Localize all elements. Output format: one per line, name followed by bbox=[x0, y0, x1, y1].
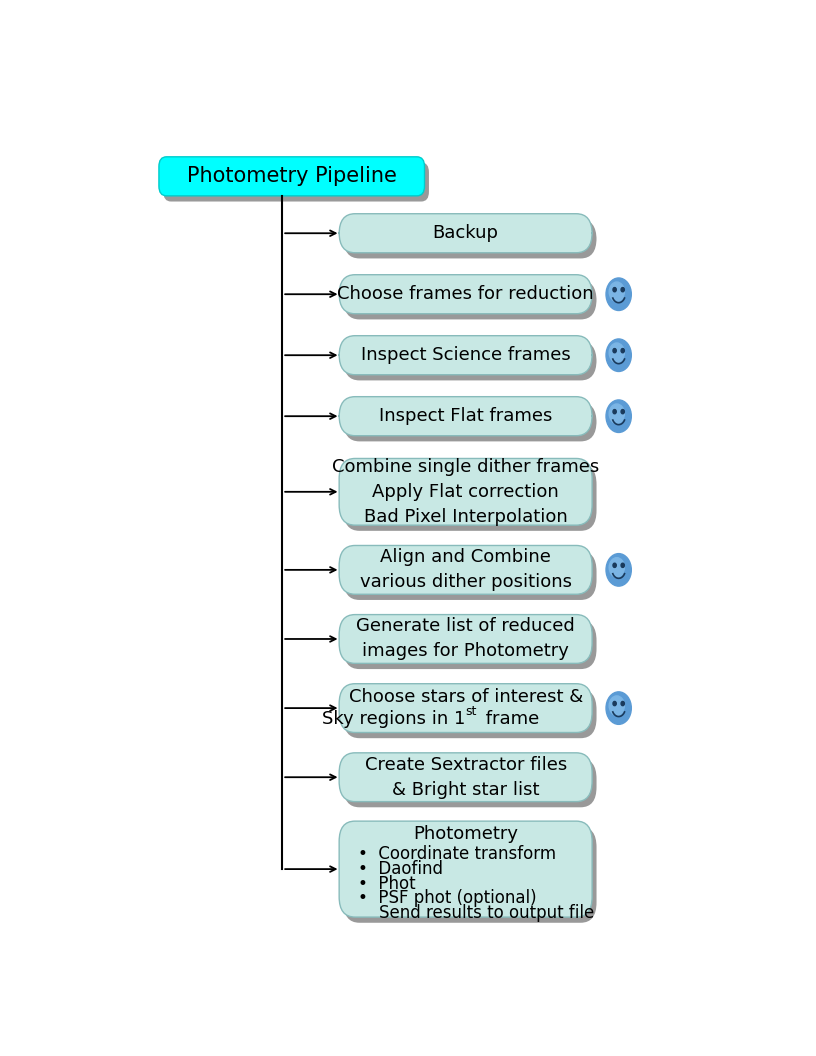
FancyBboxPatch shape bbox=[339, 213, 592, 252]
Text: st: st bbox=[466, 704, 477, 718]
FancyBboxPatch shape bbox=[339, 546, 592, 595]
Text: Choose frames for reduction: Choose frames for reduction bbox=[337, 285, 594, 303]
FancyBboxPatch shape bbox=[339, 615, 592, 663]
Text: Combine single dither frames
Apply Flat correction
Bad Pixel Interpolation: Combine single dither frames Apply Flat … bbox=[332, 458, 599, 526]
Circle shape bbox=[606, 278, 632, 310]
FancyBboxPatch shape bbox=[344, 827, 596, 923]
Circle shape bbox=[610, 696, 624, 715]
FancyBboxPatch shape bbox=[339, 275, 592, 314]
Circle shape bbox=[606, 339, 632, 372]
FancyBboxPatch shape bbox=[339, 397, 592, 436]
Text: •  Daofind: • Daofind bbox=[358, 860, 443, 879]
FancyBboxPatch shape bbox=[339, 683, 592, 733]
FancyBboxPatch shape bbox=[344, 341, 596, 380]
Text: Send results to output file: Send results to output file bbox=[358, 904, 594, 922]
Text: Align and Combine
various dither positions: Align and Combine various dither positio… bbox=[360, 548, 572, 591]
Text: •  Coordinate transform: • Coordinate transform bbox=[358, 846, 557, 864]
FancyBboxPatch shape bbox=[344, 620, 596, 670]
Text: •  PSF phot (optional): • PSF phot (optional) bbox=[358, 889, 537, 907]
FancyBboxPatch shape bbox=[339, 458, 592, 525]
FancyBboxPatch shape bbox=[344, 220, 596, 259]
Text: Photometry: Photometry bbox=[413, 825, 518, 843]
Text: Backup: Backup bbox=[432, 224, 499, 242]
Text: Create Sextractor files
& Bright star list: Create Sextractor files & Bright star li… bbox=[365, 756, 567, 798]
FancyBboxPatch shape bbox=[339, 336, 592, 375]
Circle shape bbox=[613, 563, 616, 567]
Circle shape bbox=[606, 553, 632, 586]
FancyBboxPatch shape bbox=[344, 758, 596, 807]
Circle shape bbox=[606, 692, 632, 724]
Text: Photometry Pipeline: Photometry Pipeline bbox=[187, 167, 397, 186]
Circle shape bbox=[610, 558, 624, 578]
Text: Inspect Science frames: Inspect Science frames bbox=[361, 346, 570, 364]
FancyBboxPatch shape bbox=[344, 465, 596, 531]
Circle shape bbox=[606, 400, 632, 433]
Circle shape bbox=[613, 348, 616, 353]
Circle shape bbox=[610, 282, 624, 302]
Circle shape bbox=[613, 410, 616, 414]
Circle shape bbox=[621, 287, 624, 291]
FancyBboxPatch shape bbox=[344, 402, 596, 441]
Text: Sky regions in 1: Sky regions in 1 bbox=[322, 711, 466, 729]
FancyBboxPatch shape bbox=[339, 753, 592, 802]
Text: Generate list of reduced
images for Photometry: Generate list of reduced images for Phot… bbox=[357, 618, 575, 660]
FancyBboxPatch shape bbox=[344, 551, 596, 600]
Text: •  Phot: • Phot bbox=[358, 874, 415, 892]
FancyBboxPatch shape bbox=[163, 163, 429, 202]
Circle shape bbox=[613, 701, 616, 705]
Text: Inspect Flat frames: Inspect Flat frames bbox=[379, 408, 552, 426]
Circle shape bbox=[610, 343, 624, 362]
Circle shape bbox=[621, 410, 624, 414]
Circle shape bbox=[621, 701, 624, 705]
FancyBboxPatch shape bbox=[344, 690, 596, 738]
Text: frame: frame bbox=[480, 711, 539, 729]
Circle shape bbox=[613, 287, 616, 291]
FancyBboxPatch shape bbox=[344, 281, 596, 319]
Text: Choose stars of interest &: Choose stars of interest & bbox=[348, 687, 583, 705]
Circle shape bbox=[621, 563, 624, 567]
Circle shape bbox=[610, 404, 624, 423]
FancyBboxPatch shape bbox=[339, 822, 592, 917]
FancyBboxPatch shape bbox=[159, 156, 424, 195]
Circle shape bbox=[621, 348, 624, 353]
